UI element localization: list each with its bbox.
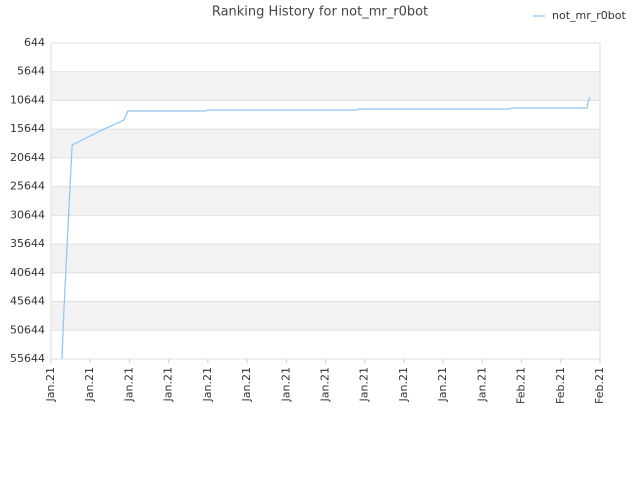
x-tick-label: Jan.21	[240, 367, 253, 402]
y-tick-label: 15644	[10, 122, 45, 135]
grid-band	[51, 244, 600, 273]
y-tick-label: 20644	[10, 151, 45, 164]
x-tick-label: Jan.21	[201, 367, 214, 402]
x-tick-label: Jan.21	[279, 367, 292, 402]
y-tick-label: 25644	[10, 180, 45, 193]
y-tick-label: 50644	[10, 323, 45, 336]
y-tick-label: 5644	[17, 65, 45, 78]
y-tick-label: 35644	[10, 237, 45, 250]
x-tick-label: Jan.21	[436, 367, 449, 402]
y-tick-label: 40644	[10, 266, 45, 279]
chart-title: Ranking History for not_mr_r0bot	[212, 5, 428, 20]
y-tick-label: 644	[24, 36, 45, 49]
grid-band	[51, 71, 600, 101]
x-tick-label: Feb.21	[554, 367, 567, 404]
x-tick-label: Jan.21	[83, 367, 96, 402]
x-tick-label: Feb.21	[515, 367, 528, 404]
legend-label: not_mr_r0bot	[552, 9, 626, 22]
grid-band	[51, 129, 600, 158]
x-tick-label: Jan.21	[358, 367, 371, 402]
x-tick-label: Jan.21	[44, 367, 57, 402]
grid-band	[51, 186, 600, 216]
y-tick-label: 45644	[10, 295, 45, 308]
line	[61, 96, 591, 360]
x-tick-label: Jan.21	[122, 367, 135, 402]
x-tick-label: Jan.21	[319, 367, 332, 402]
x-tick-label: Jan.21	[475, 367, 488, 402]
y-tick-label: 30644	[10, 208, 45, 221]
x-tick-label: Feb.21	[593, 367, 606, 404]
grid-band	[51, 301, 600, 331]
x-tick-label: Jan.21	[397, 367, 410, 402]
y-tick-label: 10644	[10, 93, 45, 106]
y-tick-label: 55644	[10, 352, 45, 365]
x-tick-label: Jan.21	[162, 367, 175, 402]
